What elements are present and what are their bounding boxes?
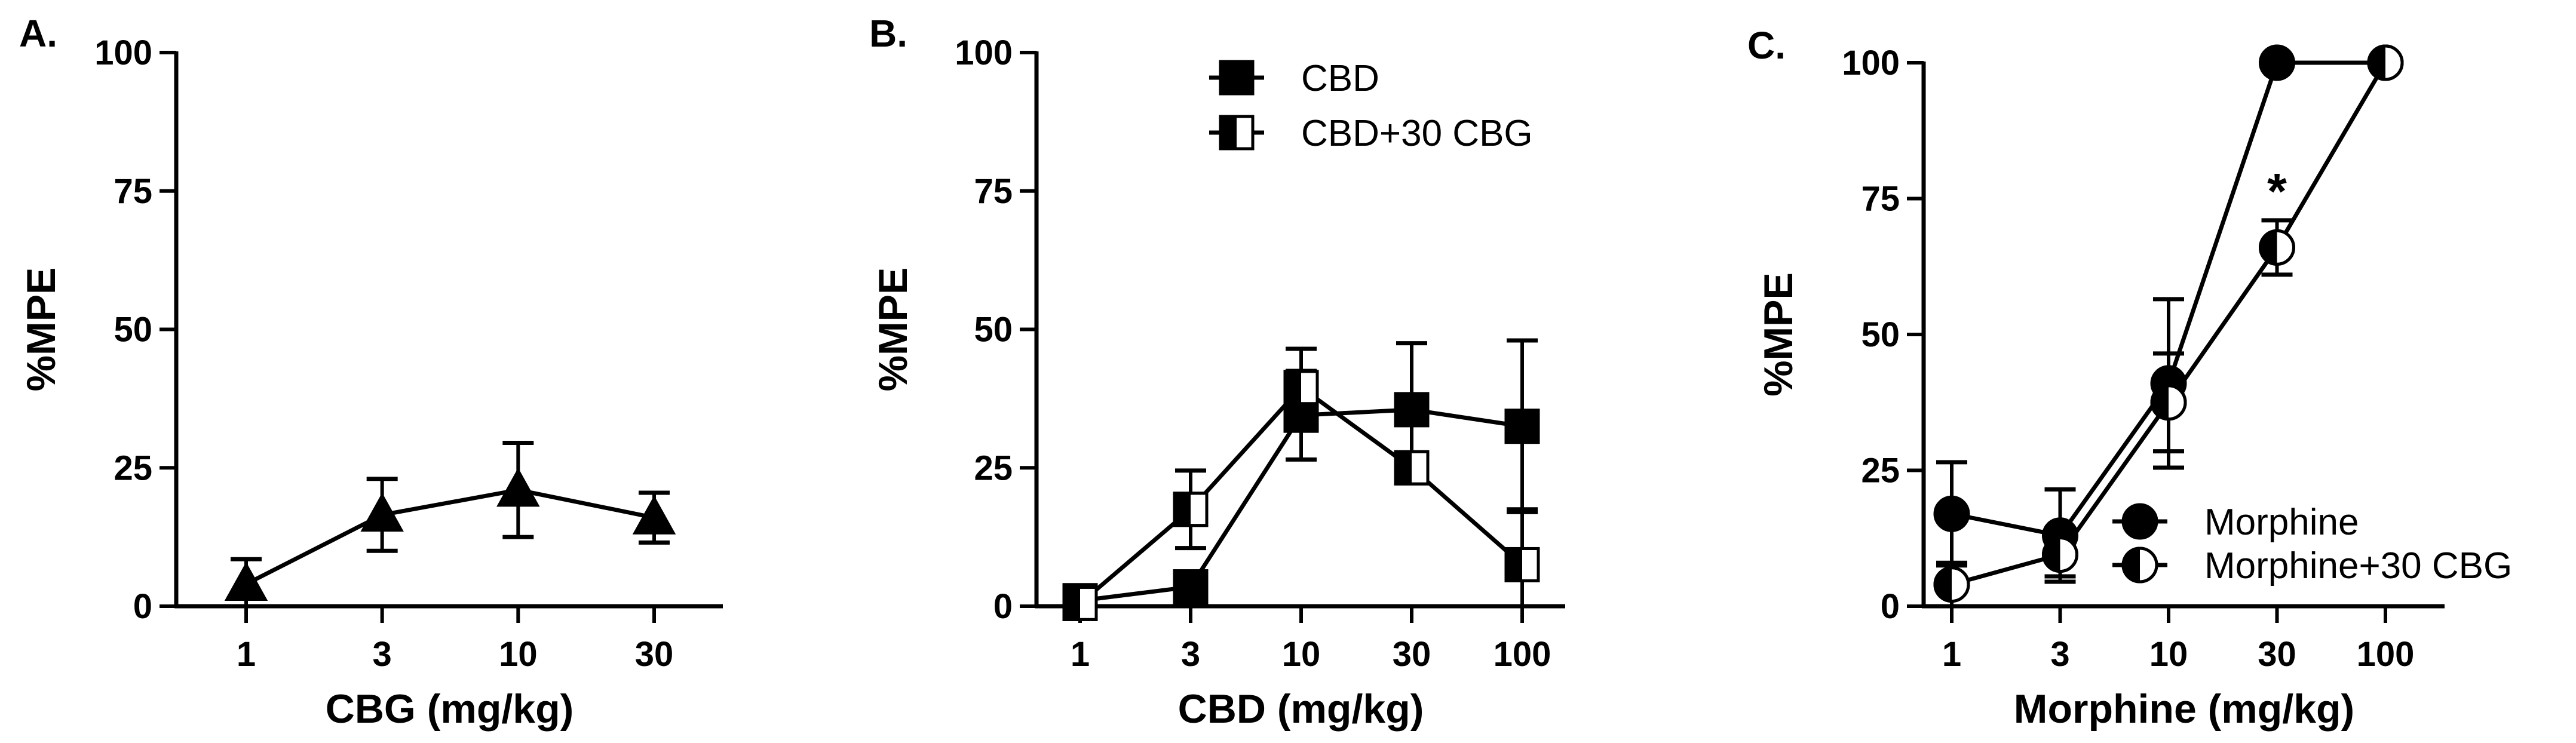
series-1 — [224, 441, 676, 609]
legend-label: Morphine — [2204, 502, 2359, 543]
x-tick-label: 3 — [1181, 635, 1200, 674]
y-axis-title: %MPE — [870, 268, 916, 392]
legend-label: CBD — [1301, 58, 1379, 99]
legend-marker — [1219, 115, 1255, 151]
y-tick-label: 50 — [1861, 315, 1900, 354]
legend-label: Morphine+30 CBG — [2204, 545, 2512, 587]
y-axis-title: %MPE — [19, 268, 64, 392]
data-point — [1933, 495, 1970, 532]
x-tick-label: 3 — [2050, 635, 2069, 674]
panel-letter: A. — [19, 12, 57, 55]
legend-item: Morphine+30 CBG — [2112, 545, 2512, 587]
series-2 — [1933, 44, 2404, 609]
data-point — [2259, 229, 2295, 266]
data-point — [632, 495, 676, 535]
panel-letter: B. — [869, 12, 907, 55]
y-tick-label: 100 — [955, 33, 1013, 72]
y-tick-label: 25 — [974, 449, 1013, 487]
legend-marker — [1219, 60, 1255, 96]
data-point — [2042, 536, 2078, 573]
data-point — [2367, 44, 2404, 81]
x-tick-label: 30 — [2258, 635, 2296, 674]
x-tick-label: 10 — [1282, 635, 1321, 674]
data-point — [1062, 585, 1098, 621]
legend-item: CBD — [1209, 58, 1379, 99]
x-tick-label: 100 — [2357, 635, 2415, 674]
data-point — [2150, 384, 2187, 421]
x-tick-label: 1 — [237, 635, 256, 674]
data-point — [1504, 546, 1540, 582]
y-tick-label: 50 — [974, 311, 1013, 349]
y-tick-label: 75 — [114, 172, 152, 211]
legend-marker — [2121, 546, 2158, 584]
x-tick-label: 30 — [1393, 635, 1431, 674]
legend-label: CBD+30 CBG — [1301, 113, 1533, 154]
y-tick-label: 100 — [94, 33, 152, 72]
y-tick-label: 25 — [114, 449, 152, 487]
data-point — [360, 492, 404, 532]
y-tick-label: 0 — [133, 587, 152, 626]
data-point — [1283, 370, 1319, 406]
x-tick-label: 10 — [499, 635, 538, 674]
y-tick-label: 0 — [1881, 587, 1900, 626]
data-point — [224, 561, 268, 601]
legend-item: CBD+30 CBG — [1209, 113, 1533, 154]
legend: CBD CBD+30 CBG — [1209, 58, 1533, 154]
x-tick-label: 1 — [1071, 635, 1090, 674]
data-point — [1394, 450, 1430, 486]
y-tick-label: 75 — [974, 172, 1013, 211]
x-axis-title: CBG (mg/kg) — [326, 686, 574, 732]
y-tick-label: 25 — [1861, 452, 1900, 490]
x-tick-label: 30 — [635, 635, 674, 674]
x-tick-label: 100 — [1494, 635, 1551, 674]
panel-letter: C. — [1747, 24, 1786, 67]
data-point — [1933, 566, 1970, 603]
series-line — [245, 487, 655, 587]
x-tick-label: 1 — [1942, 635, 1961, 674]
data-point — [496, 468, 540, 507]
y-tick-label: 75 — [1861, 180, 1900, 219]
series-2 — [1062, 346, 1540, 621]
y-axis-title: %MPE — [1756, 272, 1801, 397]
data-point — [1173, 569, 1209, 605]
y-tick-label: 50 — [114, 311, 152, 349]
legend-item: Morphine — [2112, 502, 2359, 543]
significance-marker: * — [2267, 163, 2287, 219]
x-axis-title: CBD (mg/kg) — [1178, 686, 1424, 732]
x-tick-label: 10 — [2149, 635, 2188, 674]
data-point — [1504, 409, 1540, 444]
legend-marker — [2121, 503, 2158, 540]
y-tick-label: 100 — [1842, 44, 1900, 82]
data-point — [2259, 44, 2295, 81]
x-tick-label: 3 — [373, 635, 392, 674]
y-tick-label: 0 — [993, 587, 1013, 626]
data-point — [1173, 492, 1209, 527]
data-point — [1394, 392, 1430, 428]
x-axis-title: Morphine (mg/kg) — [2014, 686, 2354, 732]
panel-a: A. 0 25 50 75 100 1 3 10 30 CBG (mg/kg) %MPE — [19, 12, 723, 732]
